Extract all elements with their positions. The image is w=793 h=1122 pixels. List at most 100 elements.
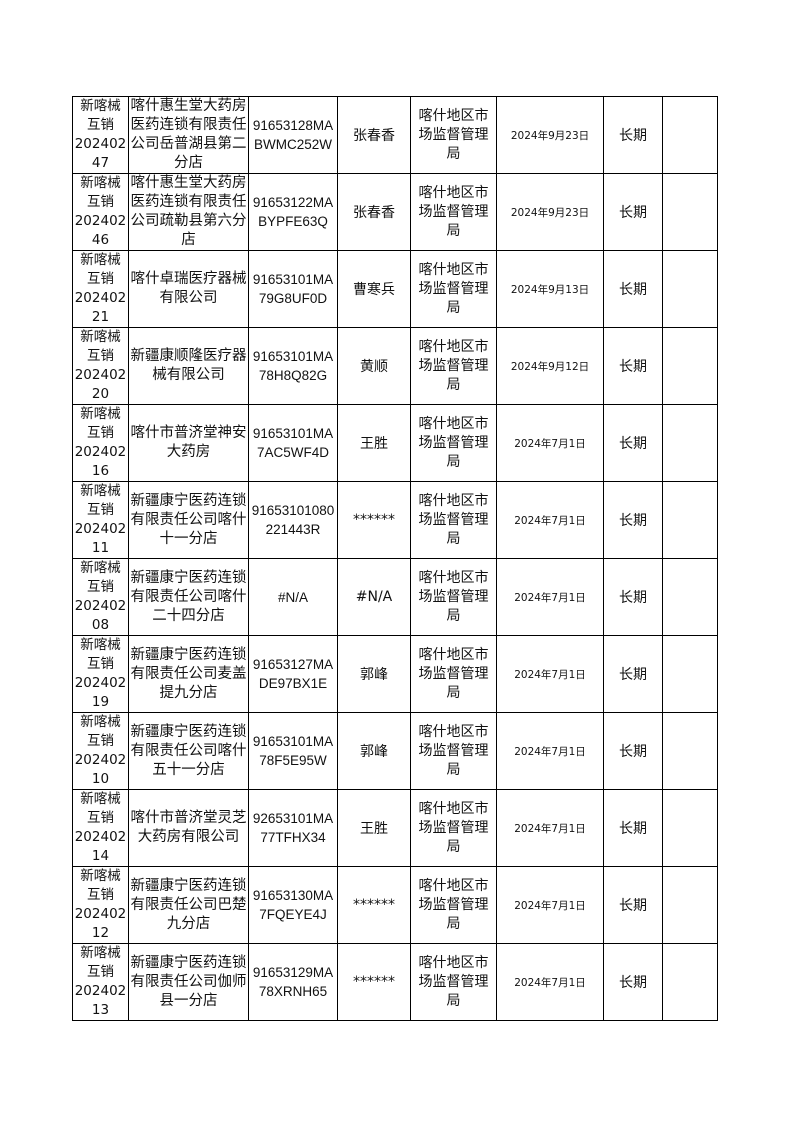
issue-date-cell: 2024年7月1日 <box>496 943 604 1021</box>
validity-cell: 长期 <box>603 481 663 559</box>
company-name-cell: 喀什惠生堂大药房医药连锁有限责任公司岳普湖县第二分店 <box>128 96 249 174</box>
company-name-cell: 新疆康宁医药连锁有限责任公司巴楚九分店 <box>128 866 249 944</box>
legal-person-cell: ****** <box>337 866 411 944</box>
issuing-authority-cell: 喀什地区市场监督管理局 <box>410 327 497 405</box>
validity-cell: 长期 <box>603 635 663 713</box>
table-row: 新喀械 互销 202402 19 新疆康宁医药连锁有限责任公司麦盖提九分店 9165… <box>72 635 718 713</box>
issuing-authority-cell: 喀什地区市场监督管理局 <box>410 558 497 636</box>
issue-date-cell: 2024年9月23日 <box>496 173 604 251</box>
issuing-authority-cell: 喀什地区市场监督管理局 <box>410 481 497 559</box>
license-number-cell: 新喀械 互销 202402 10 <box>72 712 129 790</box>
table-body: 新喀械 互销 202402 47 喀什惠生堂大药房医药连锁有限责任公司岳普湖县第二… <box>72 96 718 1021</box>
note-cell <box>662 327 718 405</box>
credit-code-cell: #N/A <box>248 558 338 636</box>
company-name-cell: 新疆康宁医药连锁有限责任公司喀什十一分店 <box>128 481 249 559</box>
legal-person-cell: 曹寒兵 <box>337 250 411 328</box>
table-row: 新喀械 互销 202402 10 新疆康宁医药连锁有限责任公司喀什五十一分店 916… <box>72 712 718 790</box>
legal-person-cell: 郭峰 <box>337 635 411 713</box>
note-cell <box>662 789 718 867</box>
credit-code-cell: 91653128MABWMC252W <box>248 96 338 174</box>
table-row: 新喀械 互销 202402 21 喀什卓瑞医疗器械有限公司 91653101MA79… <box>72 250 718 328</box>
license-number-cell: 新喀械 互销 202402 21 <box>72 250 129 328</box>
issuing-authority-cell: 喀什地区市场监督管理局 <box>410 943 497 1021</box>
note-cell <box>662 96 718 174</box>
issue-date-cell: 2024年7月1日 <box>496 404 604 482</box>
legal-person-cell: 王胜 <box>337 404 411 482</box>
validity-cell: 长期 <box>603 327 663 405</box>
license-number-cell: 新喀械 互销 202402 19 <box>72 635 129 713</box>
legal-person-cell: 王胜 <box>337 789 411 867</box>
issue-date-cell: 2024年7月1日 <box>496 635 604 713</box>
company-name-cell: 新疆康顺隆医疗器械有限公司 <box>128 327 249 405</box>
license-number-cell: 新喀械 互销 202402 08 <box>72 558 129 636</box>
credit-code-cell: 91653101MA78H8Q82G <box>248 327 338 405</box>
credit-code-cell: 91653101MA79G8UF0D <box>248 250 338 328</box>
company-name-cell: 喀什卓瑞医疗器械有限公司 <box>128 250 249 328</box>
license-number-cell: 新喀械 互销 202402 12 <box>72 866 129 944</box>
company-name-cell: 新疆康宁医药连锁有限责任公司喀什二十四分店 <box>128 558 249 636</box>
table-row: 新喀械 互销 202402 46 喀什惠生堂大药房医药连锁有限责任公司疏勒县第六分… <box>72 173 718 251</box>
table-row: 新喀械 互销 202402 16 喀什市普济堂神安大药房 91653101MA7AC… <box>72 404 718 482</box>
validity-cell: 长期 <box>603 789 663 867</box>
note-cell <box>662 481 718 559</box>
note-cell <box>662 943 718 1021</box>
credit-code-cell: 91653122MABYPFE63Q <box>248 173 338 251</box>
issuing-authority-cell: 喀什地区市场监督管理局 <box>410 96 497 174</box>
table-row: 新喀械 互销 202402 20 新疆康顺隆医疗器械有限公司 91653101MA7… <box>72 327 718 405</box>
legal-person-cell: 黄顺 <box>337 327 411 405</box>
validity-cell: 长期 <box>603 173 663 251</box>
validity-cell: 长期 <box>603 712 663 790</box>
company-name-cell: 新疆康宁医药连锁有限责任公司伽师县一分店 <box>128 943 249 1021</box>
note-cell <box>662 173 718 251</box>
legal-person-cell: ****** <box>337 481 411 559</box>
credit-code-cell: 91653127MADE97BX1E <box>248 635 338 713</box>
credit-code-cell: 91653130MA7FQEYE4J <box>248 866 338 944</box>
credit-code-cell: 91653101MA78F5E95W <box>248 712 338 790</box>
license-table: 新喀械 互销 202402 47 喀什惠生堂大药房医药连锁有限责任公司岳普湖县第二… <box>72 96 718 1021</box>
note-cell <box>662 712 718 790</box>
license-number-cell: 新喀械 互销 202402 11 <box>72 481 129 559</box>
license-number-cell: 新喀械 互销 202402 47 <box>72 96 129 174</box>
validity-cell: 长期 <box>603 250 663 328</box>
company-name-cell: 喀什市普济堂神安大药房 <box>128 404 249 482</box>
issue-date-cell: 2024年7月1日 <box>496 712 604 790</box>
note-cell <box>662 558 718 636</box>
issuing-authority-cell: 喀什地区市场监督管理局 <box>410 866 497 944</box>
note-cell <box>662 635 718 713</box>
validity-cell: 长期 <box>603 558 663 636</box>
issuing-authority-cell: 喀什地区市场监督管理局 <box>410 250 497 328</box>
table-row: 新喀械 互销 202402 14 喀什市普济堂灵芝大药房有限公司 92653101M… <box>72 789 718 867</box>
legal-person-cell: 郭峰 <box>337 712 411 790</box>
issue-date-cell: 2024年7月1日 <box>496 481 604 559</box>
license-number-cell: 新喀械 互销 202402 13 <box>72 943 129 1021</box>
company-name-cell: 喀什惠生堂大药房医药连锁有限责任公司疏勒县第六分店 <box>128 173 249 251</box>
note-cell <box>662 404 718 482</box>
table-row: 新喀械 互销 202402 47 喀什惠生堂大药房医药连锁有限责任公司岳普湖县第二… <box>72 96 718 174</box>
issuing-authority-cell: 喀什地区市场监督管理局 <box>410 789 497 867</box>
validity-cell: 长期 <box>603 943 663 1021</box>
legal-person-cell: 张春香 <box>337 173 411 251</box>
credit-code-cell: 91653101080221443R <box>248 481 338 559</box>
table-row: 新喀械 互销 202402 13 新疆康宁医药连锁有限责任公司伽师县一分店 9165… <box>72 943 718 1021</box>
legal-person-cell: 张春香 <box>337 96 411 174</box>
license-number-cell: 新喀械 互销 202402 46 <box>72 173 129 251</box>
table-row: 新喀械 互销 202402 11 新疆康宁医药连锁有限责任公司喀什十一分店 9165… <box>72 481 718 559</box>
validity-cell: 长期 <box>603 404 663 482</box>
issue-date-cell: 2024年7月1日 <box>496 789 604 867</box>
issuing-authority-cell: 喀什地区市场监督管理局 <box>410 635 497 713</box>
issue-date-cell: 2024年9月12日 <box>496 327 604 405</box>
table-row: 新喀械 互销 202402 08 新疆康宁医药连锁有限责任公司喀什二十四分店 #N/… <box>72 558 718 636</box>
issue-date-cell: 2024年9月13日 <box>496 250 604 328</box>
issue-date-cell: 2024年7月1日 <box>496 558 604 636</box>
validity-cell: 长期 <box>603 96 663 174</box>
issue-date-cell: 2024年9月23日 <box>496 96 604 174</box>
issue-date-cell: 2024年7月1日 <box>496 866 604 944</box>
company-name-cell: 新疆康宁医药连锁有限责任公司麦盖提九分店 <box>128 635 249 713</box>
credit-code-cell: 92653101MA77TFHX34 <box>248 789 338 867</box>
legal-person-cell: ****** <box>337 943 411 1021</box>
credit-code-cell: 91653101MA7AC5WF4D <box>248 404 338 482</box>
note-cell <box>662 866 718 944</box>
license-number-cell: 新喀械 互销 202402 20 <box>72 327 129 405</box>
license-number-cell: 新喀械 互销 202402 14 <box>72 789 129 867</box>
issuing-authority-cell: 喀什地区市场监督管理局 <box>410 712 497 790</box>
